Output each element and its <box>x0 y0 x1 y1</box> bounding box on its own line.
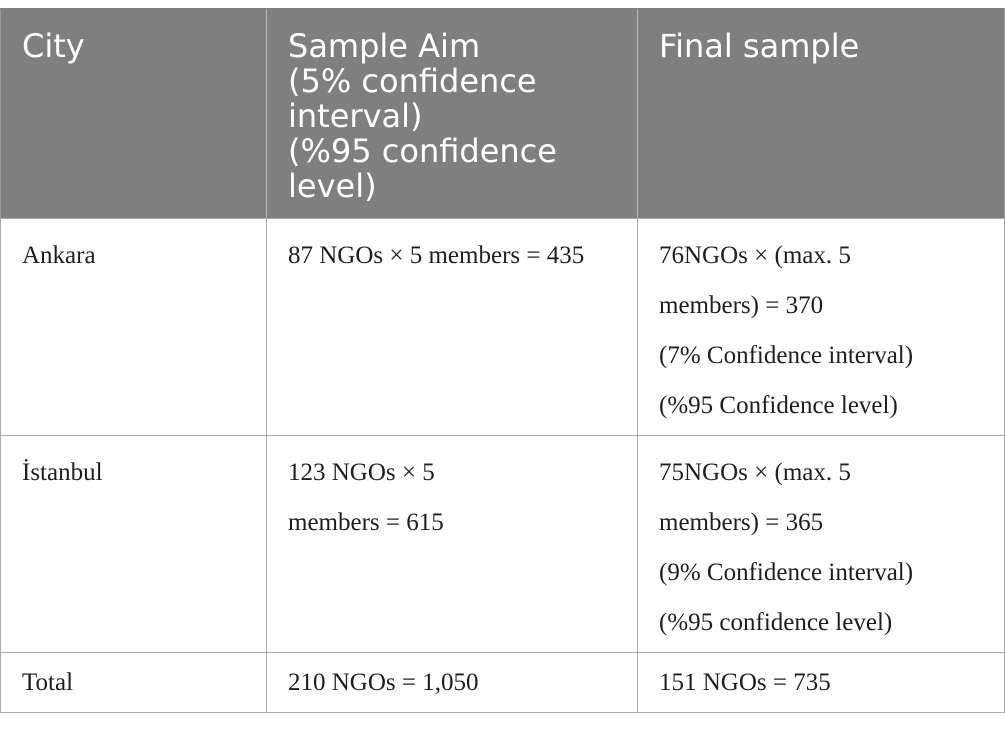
city-name: Ankara <box>22 231 246 281</box>
table-row-total: Total 210 NGOs = 1,050 151 NGOs = 735 <box>1 653 1005 713</box>
cell-city: Total <box>1 653 267 713</box>
header-sample-aim: Sample Aim (5% confidence interval) (%95… <box>267 9 638 219</box>
header-row: City Sample Aim (5% confidence interval)… <box>1 9 1005 219</box>
city-name: Total <box>22 658 246 708</box>
final-sample-line: 151 NGOs = 735 <box>659 658 984 708</box>
final-sample-line: (%95 confidence level) <box>659 598 984 648</box>
cell-sample-aim: 87 NGOs × 5 members = 435 <box>267 219 638 436</box>
header-sample-aim-line-1: Sample Aim <box>288 29 617 64</box>
final-sample-line: (7% Confidence interval) <box>659 331 984 381</box>
final-sample-line: 75NGOs × (max. 5 <box>659 448 984 498</box>
cell-final-sample: 76NGOs × (max. 5 members) = 370 (7% Conf… <box>638 219 1005 436</box>
final-sample-line: members) = 365 <box>659 498 984 548</box>
final-sample-line: (9% Confidence interval) <box>659 548 984 598</box>
header-sample-aim-line-5: level) <box>288 169 617 204</box>
header-final-sample-text: Final sample <box>659 27 859 65</box>
header-sample-aim-line-3: interval) <box>288 99 617 134</box>
sample-aim-line: 87 NGOs × 5 members = 435 <box>288 231 617 281</box>
header-sample-aim-line-4: (%95 confidence <box>288 134 617 169</box>
cell-city: İstanbul <box>1 436 267 653</box>
header-sample-aim-line-2: (5% confidence <box>288 64 617 99</box>
sample-aim-line: 210 NGOs = 1,050 <box>288 658 617 708</box>
table-row: İstanbul 123 NGOs × 5 members = 615 75NG… <box>1 436 1005 653</box>
cell-final-sample: 151 NGOs = 735 <box>638 653 1005 713</box>
sample-aim-line: 123 NGOs × 5 <box>288 448 617 498</box>
header-city-text: City <box>22 27 85 65</box>
city-name: İstanbul <box>22 448 246 498</box>
header-final-sample: Final sample <box>638 9 1005 219</box>
cell-sample-aim: 210 NGOs = 1,050 <box>267 653 638 713</box>
cell-final-sample: 75NGOs × (max. 5 members) = 365 (9% Conf… <box>638 436 1005 653</box>
table-row: Ankara 87 NGOs × 5 members = 435 76NGOs … <box>1 219 1005 436</box>
sample-aim-line: members = 615 <box>288 498 617 548</box>
final-sample-line: 76NGOs × (max. 5 <box>659 231 984 281</box>
cell-city: Ankara <box>1 219 267 436</box>
final-sample-line: (%95 Confidence level) <box>659 381 984 431</box>
cell-sample-aim: 123 NGOs × 5 members = 615 <box>267 436 638 653</box>
sample-table: City Sample Aim (5% confidence interval)… <box>0 8 1005 713</box>
header-city: City <box>1 9 267 219</box>
final-sample-line: members) = 370 <box>659 281 984 331</box>
